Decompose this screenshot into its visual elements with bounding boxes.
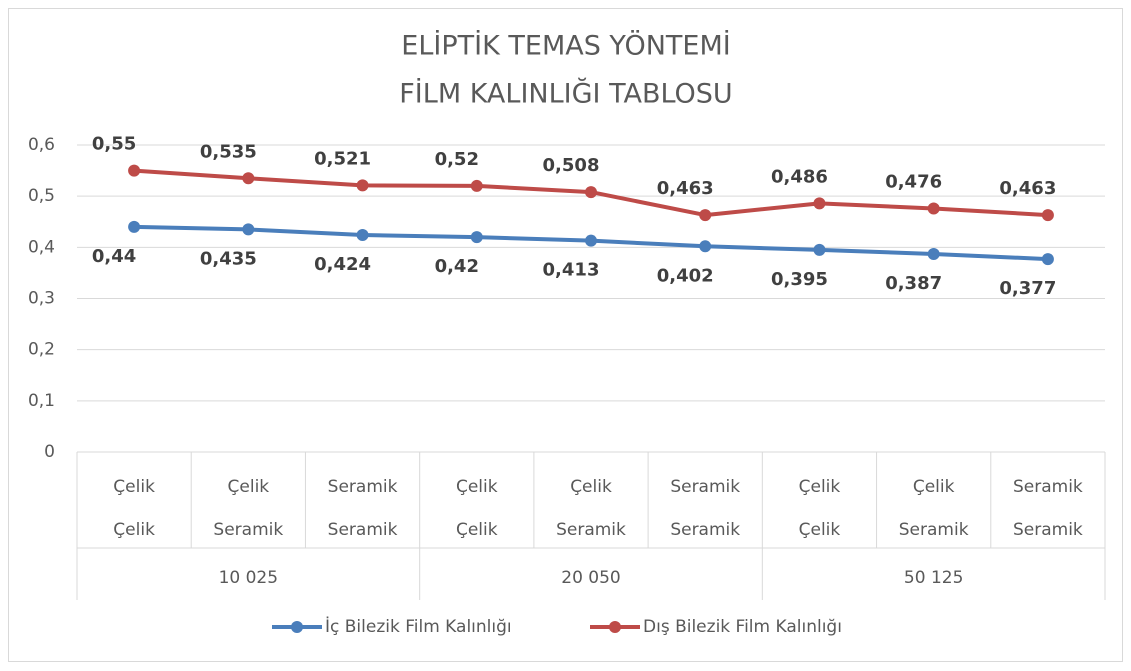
legend-marker xyxy=(291,621,303,633)
series-marker xyxy=(128,220,141,233)
x-tick-label: Çelik xyxy=(799,477,841,497)
value-label: 0,52 xyxy=(435,149,479,170)
value-label: 0,424 xyxy=(314,254,371,275)
x-tick-label: Çelik xyxy=(456,477,498,497)
series-marker xyxy=(699,209,712,222)
series-marker xyxy=(813,243,826,256)
x-tick-label: Çelik xyxy=(570,477,612,497)
x-tick-label: Seramik xyxy=(556,520,626,540)
x-tick-label: Seramik xyxy=(1013,477,1083,497)
x-tick-label: Seramik xyxy=(328,520,398,540)
x-tick-label: Çelik xyxy=(113,477,155,497)
value-label: 0,42 xyxy=(435,256,479,277)
y-tick-label: 0,4 xyxy=(28,237,55,257)
series-marker xyxy=(1041,209,1054,222)
series-marker xyxy=(1041,253,1054,266)
series-marker xyxy=(927,247,940,260)
x-tick-label: Seramik xyxy=(899,520,969,540)
series-marker xyxy=(699,240,712,253)
x-tick-label: Seramik xyxy=(670,520,740,540)
x-tick-label: Seramik xyxy=(670,477,740,497)
group-label: 10 025 xyxy=(219,568,278,588)
group-label: 20 050 xyxy=(561,568,620,588)
value-label: 0,377 xyxy=(999,278,1056,299)
series-marker xyxy=(356,229,369,242)
series-marker xyxy=(470,231,483,244)
series-marker xyxy=(927,202,940,215)
value-label: 0,44 xyxy=(92,246,136,267)
legend-label: Dış Bilezik Film Kalınlığı xyxy=(643,617,842,637)
value-label: 0,521 xyxy=(314,148,371,169)
x-tick-label: Çelik xyxy=(913,477,955,497)
series-marker xyxy=(242,172,255,185)
series-marker xyxy=(813,197,826,210)
legend-marker xyxy=(609,621,621,633)
value-label: 0,508 xyxy=(543,155,600,176)
value-label: 0,402 xyxy=(657,265,714,286)
series-marker xyxy=(585,186,597,199)
value-label: 0,535 xyxy=(200,141,257,162)
y-tick-label: 0,2 xyxy=(28,340,55,360)
value-label: 0,413 xyxy=(543,260,600,281)
value-label: 0,395 xyxy=(771,269,828,290)
value-label: 0,486 xyxy=(771,166,828,187)
y-tick-label: 0,6 xyxy=(28,135,55,155)
value-label: 0,463 xyxy=(657,178,714,199)
y-tick-label: 0,5 xyxy=(28,186,55,206)
value-label: 0,387 xyxy=(885,273,942,294)
chart-border xyxy=(8,8,1123,662)
chart-title: ELİPTİK TEMAS YÖNTEMİ xyxy=(401,30,730,62)
x-tick-label: Çelik xyxy=(456,520,498,540)
series-marker xyxy=(356,179,369,192)
x-tick-label: Seramik xyxy=(213,520,283,540)
value-label: 0,435 xyxy=(200,248,257,269)
x-tick-label: Seramik xyxy=(1013,520,1083,540)
series-marker xyxy=(128,164,141,177)
value-label: 0,55 xyxy=(92,134,136,155)
group-label: 50 125 xyxy=(904,568,963,588)
y-tick-label: 0,1 xyxy=(28,391,55,411)
series-marker xyxy=(470,179,483,192)
x-tick-label: Seramik xyxy=(328,477,398,497)
x-tick-label: Çelik xyxy=(228,477,270,497)
y-tick-label: 0,3 xyxy=(28,289,55,309)
y-tick-label: 0 xyxy=(44,442,55,462)
series-marker xyxy=(242,223,255,236)
x-tick-label: Çelik xyxy=(799,520,841,540)
value-label: 0,476 xyxy=(885,171,942,192)
x-tick-label: Çelik xyxy=(113,520,155,540)
series-marker xyxy=(585,234,597,247)
legend-label: İç Bilezik Film Kalınlığı xyxy=(325,616,512,637)
chart-title: FİLM KALINLIĞI TABLOSU xyxy=(399,78,732,110)
value-label: 0,463 xyxy=(999,178,1056,199)
